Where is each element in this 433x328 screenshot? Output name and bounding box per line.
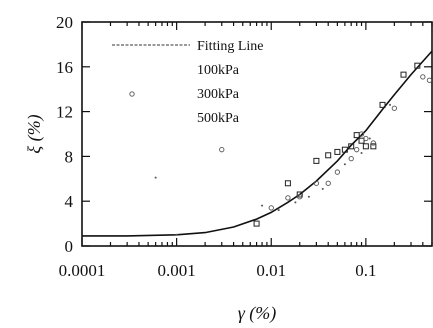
y-tick-label: 12 (56, 103, 73, 122)
point-500kpa (261, 204, 264, 207)
point-100kpa (414, 62, 421, 69)
point-300kpa (391, 105, 397, 111)
y-tick-label: 4 (65, 192, 74, 211)
point-500kpa (343, 163, 346, 166)
x-tick-labels: 0.0001 0.001 0.01 0.1 (59, 261, 377, 280)
point-300kpa (334, 169, 341, 175)
point-300kpa (219, 147, 225, 153)
point-500kpa (175, 233, 178, 236)
legend-fitting-line-label: Fitting Line (197, 39, 264, 54)
point-100kpa (358, 137, 365, 144)
legend-500kpa-label: 500kPa (197, 111, 240, 126)
y-tick-label: 0 (65, 237, 74, 256)
y-tick-label: 8 (65, 147, 74, 166)
fitting-line (82, 50, 433, 237)
point-100kpa (379, 101, 386, 108)
point-300kpa (325, 180, 331, 186)
x-tick-label: 0.1 (355, 261, 376, 280)
point-100kpa (284, 180, 291, 187)
point-500kpa (294, 201, 297, 204)
x-axis-title: γ (%) (238, 303, 277, 324)
x-tick-label: 0.0001 (59, 261, 106, 280)
point-100kpa (341, 146, 348, 153)
point-500kpa (154, 176, 157, 179)
plot-frame (81, 21, 433, 247)
point-300kpa (354, 147, 360, 153)
y-tick-label: 20 (56, 13, 73, 32)
point-100kpa (253, 220, 260, 227)
legend: Fitting Line 100kPa 300kPa 500kPa (112, 39, 264, 126)
point-100kpa (313, 157, 320, 164)
point-500kpa (389, 103, 392, 106)
x-tick-label: 0.001 (157, 261, 195, 280)
point-500kpa (277, 209, 280, 212)
point-100kpa (296, 191, 303, 198)
point-300kpa (297, 194, 303, 200)
point-100kpa (370, 143, 377, 150)
legend-100kpa-label: 100kPa (197, 63, 240, 78)
point-100kpa (325, 152, 332, 159)
point-300kpa (420, 74, 426, 80)
legend-300kpa-marker (129, 91, 135, 97)
point-100kpa (348, 143, 355, 150)
point-300kpa (348, 155, 354, 162)
legend-300kpa-label: 300kPa (197, 87, 240, 102)
point-300kpa (285, 195, 291, 201)
point-300kpa (358, 131, 365, 137)
point-500kpa (307, 195, 310, 198)
point-100kpa (334, 148, 341, 155)
fitting-line-series (82, 50, 433, 237)
point-100kpa (362, 143, 369, 150)
point-500kpa (360, 152, 363, 155)
y-axis-title: ξ (%) (24, 114, 45, 153)
axis-ticks (81, 21, 433, 247)
point-100kpa (353, 132, 360, 139)
point-300kpa (426, 77, 433, 83)
point-500kpa (368, 137, 371, 140)
point-300kpa (363, 135, 369, 142)
x-tick-label: 0.01 (256, 261, 286, 280)
point-300kpa (370, 140, 377, 146)
y-tick-label: 16 (56, 58, 73, 77)
point-300kpa (313, 180, 320, 186)
point-300kpa (268, 205, 274, 211)
y-tick-labels: 0 4 8 12 16 20 (56, 13, 74, 256)
data-points (154, 62, 433, 236)
point-500kpa (321, 187, 324, 190)
point-100kpa (400, 71, 407, 78)
